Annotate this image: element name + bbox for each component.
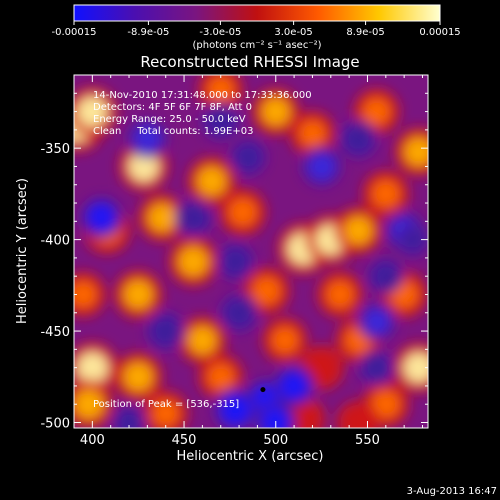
y-tick-label: -450	[40, 325, 70, 340]
heat-blob-core	[123, 362, 153, 392]
colorbar-tick-label: 0.00015	[419, 27, 460, 38]
heat-blob-core	[147, 203, 177, 232]
heat-blob-core	[252, 276, 281, 305]
colorbar-tick-label: 8.9e-05	[346, 27, 384, 38]
y-tick-label: -400	[40, 234, 70, 249]
colorbar	[73, 4, 441, 22]
cold-blob-core	[363, 309, 390, 335]
heatmap-image	[74, 75, 428, 428]
heat-blob-core	[299, 120, 326, 147]
cold-blob-core	[87, 203, 116, 232]
cold-blob-core	[134, 125, 161, 153]
cold-blob-core	[153, 318, 179, 344]
heat-blob-core	[196, 166, 227, 196]
cold-blob-core	[402, 229, 424, 251]
annotation-method-counts: Clean Total counts: 1.99E+03	[93, 126, 253, 137]
cold-blob-core	[261, 408, 290, 428]
cold-blob-core	[346, 126, 371, 152]
cold-blob-core	[280, 371, 309, 401]
x-tick-label: 450	[172, 433, 197, 448]
cold-blob-core	[236, 145, 260, 169]
annotation-time-range: 14-Nov-2010 17:31:48.000 to 17:33:36.000	[93, 90, 312, 101]
cold-blob-core	[118, 412, 140, 428]
y-axis-label: Heliocentric Y (arcsec)	[15, 178, 30, 324]
heat-blob-core	[188, 325, 217, 355]
heat-blob-core	[261, 97, 291, 126]
cold-blob-core	[374, 264, 398, 288]
heat-blob-core	[207, 363, 234, 390]
footer-date: 3-Aug-2013 16:47	[407, 486, 497, 497]
cold-blob-core	[308, 153, 335, 180]
colorbar-tick-label: -3.0e-05	[199, 27, 241, 38]
heat-blob-core	[371, 179, 400, 208]
heat-blob-core	[345, 410, 371, 428]
colorbar-tick-label: -8.9e-05	[127, 27, 169, 38]
heat-blob-core	[178, 246, 209, 277]
x-tick-label: 550	[355, 433, 380, 448]
heat-blob-core	[404, 137, 428, 167]
heat-blob-core	[207, 76, 234, 103]
heat-blob-core	[74, 281, 97, 308]
annotation-detectors: Detectors: 4F 5F 6F 7F 8F, Att 0	[93, 102, 252, 113]
heat-blob-core	[271, 327, 299, 354]
heat-blob-core	[123, 279, 153, 310]
heat-blob-core	[74, 389, 104, 420]
x-axis-ticks: 400 450 500 550	[73, 75, 423, 448]
heat-blob-core	[77, 96, 108, 127]
heat-blob-core	[326, 280, 354, 309]
y-axis-ticks: -350 -400 -450 -500	[40, 74, 428, 432]
colorbar-tick-label: -0.00015	[52, 27, 97, 38]
heat-blob-core	[128, 151, 159, 182]
annotation-peak-position: Position of Peak = [536,-315]	[93, 399, 239, 410]
y-tick-label: -500	[40, 417, 70, 432]
heat-blob-core	[403, 352, 428, 383]
annotation-energy-range: Energy Range: 25.0 - 50.0 keV	[93, 114, 246, 125]
x-tick-label: 500	[263, 433, 288, 448]
cold-blob-core	[365, 356, 389, 380]
x-axis-label: Heliocentric X (arcsec)	[177, 449, 324, 464]
plot-frame	[73, 74, 429, 429]
heat-blob-core	[76, 351, 108, 384]
cold-blob-core	[226, 300, 252, 326]
cold-blob-core	[180, 205, 206, 230]
cold-blob-core	[223, 249, 248, 274]
chart-title: Reconstructed RHESSI Image	[140, 53, 359, 71]
heat-blob-core	[152, 400, 179, 427]
cold-blob-core	[220, 394, 251, 425]
cold-blob-core	[208, 108, 234, 134]
y-tick-label: -350	[40, 142, 70, 157]
heat-blob-core	[371, 390, 400, 419]
colorbar-units: (photons cm⁻² s⁻¹ asec⁻²)	[192, 40, 321, 51]
x-tick-label: 400	[80, 433, 105, 448]
colorbar-tick-label: 3.0e-05	[274, 27, 312, 38]
heat-blob-core	[290, 406, 316, 428]
heat-blob-core	[344, 216, 373, 245]
heat-blob-core	[363, 98, 391, 126]
colorbar-ticks: -0.00015 -8.9e-05 -3.0e-05 3.0e-05 8.9e-05 0.…	[52, 21, 461, 38]
heat-blob-core	[228, 198, 257, 227]
heat-blob-core	[308, 354, 335, 381]
peak-marker	[260, 387, 266, 393]
